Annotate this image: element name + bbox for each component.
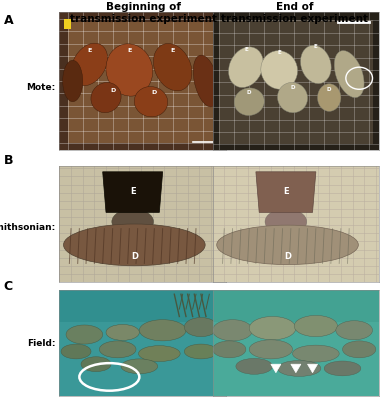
- Ellipse shape: [91, 82, 121, 113]
- Text: Smithsonian:: Smithsonian:: [0, 224, 56, 232]
- Text: E: E: [244, 47, 248, 52]
- Ellipse shape: [213, 341, 246, 358]
- Ellipse shape: [139, 346, 180, 362]
- Bar: [68, 22, 218, 143]
- Text: D: D: [290, 85, 295, 90]
- Text: E: E: [277, 50, 281, 54]
- Ellipse shape: [99, 341, 136, 358]
- Text: Mote:: Mote:: [26, 84, 56, 92]
- Text: D: D: [110, 88, 115, 93]
- Ellipse shape: [71, 43, 108, 86]
- Text: D: D: [284, 252, 291, 261]
- Ellipse shape: [261, 51, 298, 89]
- Ellipse shape: [249, 340, 293, 359]
- Polygon shape: [308, 364, 318, 373]
- Text: E: E: [130, 187, 136, 196]
- Polygon shape: [256, 172, 316, 212]
- Ellipse shape: [301, 45, 331, 84]
- Bar: [64, 19, 71, 28]
- Ellipse shape: [106, 324, 139, 340]
- Ellipse shape: [81, 357, 111, 372]
- Ellipse shape: [139, 320, 186, 341]
- Ellipse shape: [61, 344, 91, 359]
- Bar: [59, 290, 226, 322]
- Ellipse shape: [213, 320, 252, 341]
- Ellipse shape: [236, 358, 273, 374]
- Ellipse shape: [217, 225, 358, 265]
- Ellipse shape: [184, 344, 218, 359]
- Text: D: D: [247, 90, 252, 94]
- Ellipse shape: [294, 316, 337, 337]
- Ellipse shape: [121, 359, 158, 374]
- Polygon shape: [103, 172, 163, 212]
- Text: A: A: [4, 14, 13, 27]
- Ellipse shape: [278, 82, 308, 113]
- Ellipse shape: [154, 44, 192, 91]
- Ellipse shape: [66, 325, 103, 344]
- Text: End of
transmission experiment: End of transmission experiment: [221, 2, 368, 24]
- Text: D: D: [131, 252, 138, 261]
- Ellipse shape: [324, 361, 361, 376]
- Text: D: D: [327, 87, 331, 92]
- Text: Field:: Field:: [27, 340, 56, 348]
- Ellipse shape: [184, 318, 218, 337]
- Ellipse shape: [229, 47, 263, 88]
- Ellipse shape: [342, 341, 376, 358]
- Text: B: B: [4, 154, 13, 167]
- Ellipse shape: [134, 86, 168, 117]
- Text: C: C: [4, 280, 13, 293]
- Ellipse shape: [106, 44, 153, 96]
- Ellipse shape: [64, 224, 205, 266]
- Text: E: E: [314, 44, 318, 49]
- Ellipse shape: [265, 209, 307, 234]
- Text: E: E: [170, 48, 175, 53]
- Text: E: E: [127, 48, 131, 53]
- Ellipse shape: [193, 55, 219, 107]
- Ellipse shape: [249, 316, 296, 340]
- Text: D: D: [152, 90, 157, 94]
- Ellipse shape: [318, 84, 341, 111]
- Text: Beginning of
transmission experiment: Beginning of transmission experiment: [70, 2, 217, 24]
- Text: E: E: [87, 48, 92, 53]
- Polygon shape: [291, 364, 301, 373]
- Text: E: E: [283, 187, 289, 196]
- Ellipse shape: [63, 60, 83, 102]
- Polygon shape: [271, 364, 281, 373]
- Ellipse shape: [334, 50, 364, 98]
- Ellipse shape: [278, 360, 321, 376]
- Ellipse shape: [112, 209, 154, 234]
- Ellipse shape: [234, 88, 264, 116]
- Ellipse shape: [293, 345, 339, 362]
- Bar: [213, 290, 379, 322]
- Ellipse shape: [336, 321, 373, 340]
